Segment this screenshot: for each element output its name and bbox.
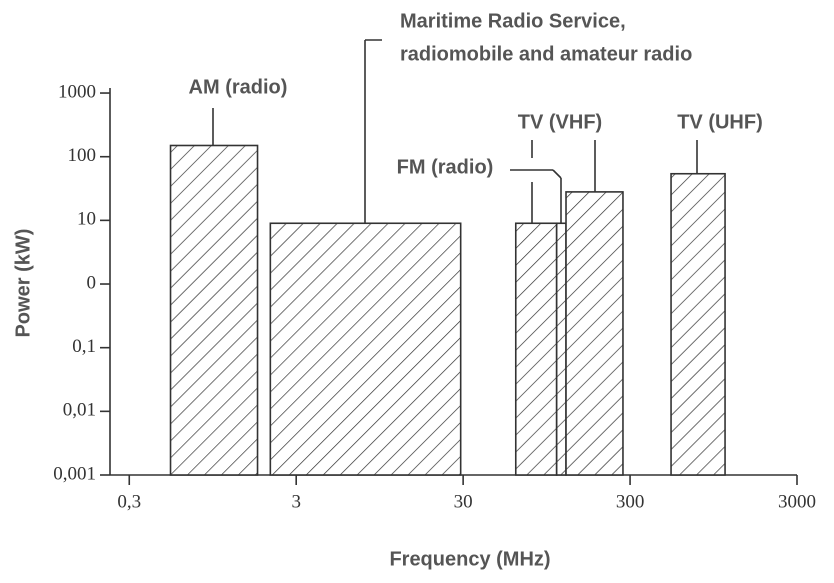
- y-tick-label: 0: [87, 272, 97, 293]
- x-tick-label: 300: [616, 491, 645, 512]
- annotation: radiomobile and amateur radio: [400, 43, 692, 65]
- y-tick-label: 1000: [58, 81, 96, 102]
- y-axis-label: Power (kW): [12, 229, 34, 338]
- x-tick-label: 0,3: [117, 491, 141, 512]
- annotation: TV (VHF): [518, 111, 602, 133]
- bar: [670, 172, 726, 476]
- annotation: FM (radio): [397, 156, 494, 178]
- bar: [565, 191, 624, 476]
- y-tick-label: 0,001: [53, 463, 96, 484]
- annotation: TV (UHF): [677, 111, 763, 133]
- bar: [169, 144, 259, 476]
- x-tick-label: 3000: [778, 491, 816, 512]
- annotation: AM (radio): [189, 76, 288, 98]
- annotation: Maritime Radio Service,: [400, 10, 626, 32]
- bar: [555, 222, 567, 476]
- bar: [514, 222, 558, 476]
- y-tick-label: 0,01: [63, 400, 96, 421]
- x-axis-label: Frequency (MHz): [389, 548, 550, 570]
- y-tick-label: 0,1: [72, 336, 96, 357]
- x-tick-label: 3: [291, 491, 301, 512]
- y-tick-label: 100: [68, 145, 97, 166]
- leader-line: [552, 169, 562, 179]
- bar: [269, 222, 462, 476]
- y-tick-label: 10: [77, 209, 96, 230]
- x-tick-label: 30: [454, 491, 473, 512]
